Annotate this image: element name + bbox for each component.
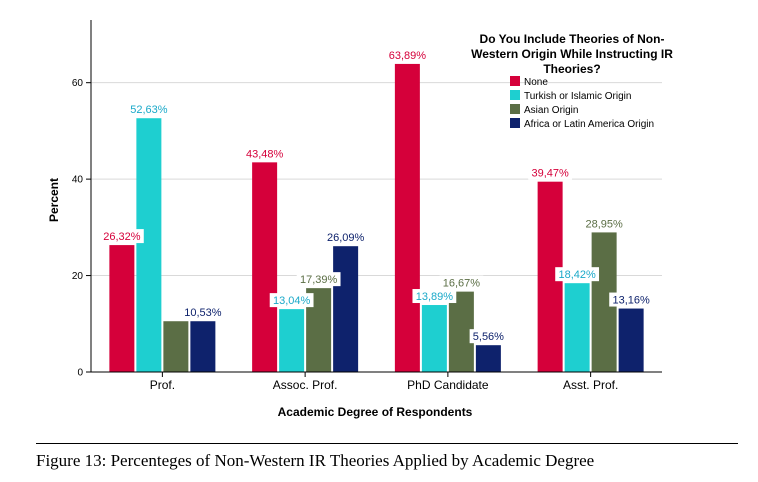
y-tick-label: 20 [72,271,84,282]
data-label-bg [609,292,654,307]
data-label: 5,56% [473,331,504,343]
data-label: 16,67% [443,278,481,290]
axes [90,20,662,373]
bar [190,321,216,372]
data-label-bg [528,165,573,180]
data-label: 26,32% [103,231,141,243]
bars [109,63,644,372]
y-tick-label: 60 [72,78,84,89]
legend-title-line-1: Do You Include Theories of Non- [480,32,665,46]
bar [252,162,278,372]
bar [163,321,189,372]
data-label: 17,39% [300,274,338,286]
bar [136,118,162,372]
bar [109,245,135,372]
bar [421,305,447,372]
legend-swatch [510,118,520,128]
x-axis-title: Academic Degree of Respondents [278,405,473,419]
data-label: 13,89% [416,291,454,303]
data-label-bg [412,289,457,304]
bar [564,283,590,372]
data-label-bg [469,329,508,344]
legend: Do You Include Theories of Non- Western … [471,32,673,130]
data-label: 10,53% [184,307,222,319]
data-label-bg [180,305,225,320]
x-tick-label: PhD Candidate [407,378,489,392]
figure-caption: Figure 13: Percenteges of Non-Western IR… [36,451,595,470]
data-label-bg [269,293,314,308]
data-label: 18,42% [558,269,596,281]
legend-label: Asian Origin [524,105,578,116]
y-tick-label: 0 [77,368,83,379]
bar [394,63,420,372]
data-label-bg [99,229,144,244]
legend-label: Turkish or Islamic Origin [524,91,631,102]
data-label: 13,04% [273,295,311,307]
x-tick-label: Prof. [150,378,175,392]
legend-title-line-3: Theories? [543,62,600,76]
data-label: 52,63% [130,104,168,116]
data-label: 43,48% [246,148,284,160]
y-axis-title: Percent [47,178,61,222]
bar [618,308,644,372]
legend-swatch [510,76,520,86]
data-label-bg [296,272,341,287]
data-label-bg [126,102,171,117]
caption-divider [36,443,738,444]
x-ticks: Prof. Assoc. Prof. PhD Candidate Asst. Prof… [150,372,618,392]
legend-label: Africa or Latin America Origin [524,119,654,130]
data-label-bg [582,216,627,231]
data-label-bg [555,267,600,282]
data-labels: 26,32% 52,63% 10,53% 43,48% 13,04% 17,39% 26,0… [99,47,654,344]
bar [475,345,501,372]
bar [333,246,359,372]
y-tick-label: 40 [72,175,84,186]
y-ticks: 0 20 40 60 [72,78,91,379]
data-label: 28,95% [585,218,623,230]
data-label: 63,89% [389,50,427,62]
bar [279,309,305,372]
data-label-bg [385,47,430,62]
data-label-bg [323,230,368,245]
data-label: 13,16% [612,295,650,307]
x-tick-label: Asst. Prof. [563,378,618,392]
data-label-bg [439,275,484,290]
legend-label: None [524,77,548,88]
data-label: 26,09% [327,232,365,244]
legend-swatch [510,90,520,100]
x-tick-label: Assoc. Prof. [273,378,338,392]
data-label-bg [242,146,287,161]
data-label: 39,47% [531,168,569,180]
legend-swatch [510,104,520,114]
legend-title-line-2: Western Origin While Instructing IR [471,47,673,61]
chart: 26,32% 52,63% 10,53% 43,48% 13,04% 17,39% 26,0… [47,20,673,419]
